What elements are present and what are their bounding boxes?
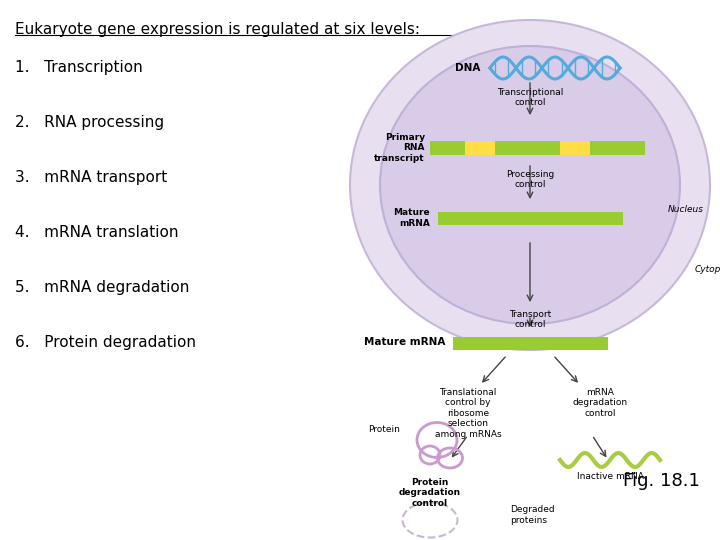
Text: 3.   mRNA transport: 3. mRNA transport bbox=[15, 170, 167, 185]
Text: Fig. 18.1: Fig. 18.1 bbox=[623, 472, 700, 490]
Text: DNA: DNA bbox=[454, 63, 480, 73]
Ellipse shape bbox=[380, 46, 680, 324]
Text: Protein
degradation
control: Protein degradation control bbox=[399, 478, 461, 508]
Bar bbox=[465, 141, 495, 155]
Text: Eukaryote gene expression is regulated at six levels:: Eukaryote gene expression is regulated a… bbox=[15, 22, 420, 37]
Bar bbox=[438, 212, 623, 225]
Text: Translational
control by
ribosome
selection
among mRNAs: Translational control by ribosome select… bbox=[435, 388, 501, 438]
Ellipse shape bbox=[350, 20, 710, 350]
Bar bbox=[560, 141, 590, 155]
Text: Transcriptional
control: Transcriptional control bbox=[497, 88, 563, 107]
Text: 5.   mRNA degradation: 5. mRNA degradation bbox=[15, 280, 189, 295]
Text: 6.   Protein degradation: 6. Protein degradation bbox=[15, 335, 196, 350]
Bar bbox=[453, 337, 608, 350]
Text: mRNA
degradation
control: mRNA degradation control bbox=[572, 388, 628, 418]
Text: Cytoplasm: Cytoplasm bbox=[695, 266, 720, 274]
Text: Protein: Protein bbox=[368, 426, 400, 435]
Text: Mature
mRNA: Mature mRNA bbox=[393, 208, 430, 228]
Text: Inactive mRNA: Inactive mRNA bbox=[577, 472, 644, 481]
Text: Primary
RNA
transcript: Primary RNA transcript bbox=[374, 133, 425, 163]
Text: 1.   Transcription: 1. Transcription bbox=[15, 60, 143, 75]
Text: Nucleus: Nucleus bbox=[668, 206, 704, 214]
Text: Transport
control: Transport control bbox=[509, 310, 551, 329]
Text: 4.   mRNA translation: 4. mRNA translation bbox=[15, 225, 179, 240]
Bar bbox=[430, 141, 645, 155]
Text: Mature mRNA: Mature mRNA bbox=[364, 337, 445, 347]
Text: Processing
control: Processing control bbox=[506, 170, 554, 190]
Text: Degraded
proteins: Degraded proteins bbox=[510, 505, 554, 525]
Text: 2.   RNA processing: 2. RNA processing bbox=[15, 115, 164, 130]
